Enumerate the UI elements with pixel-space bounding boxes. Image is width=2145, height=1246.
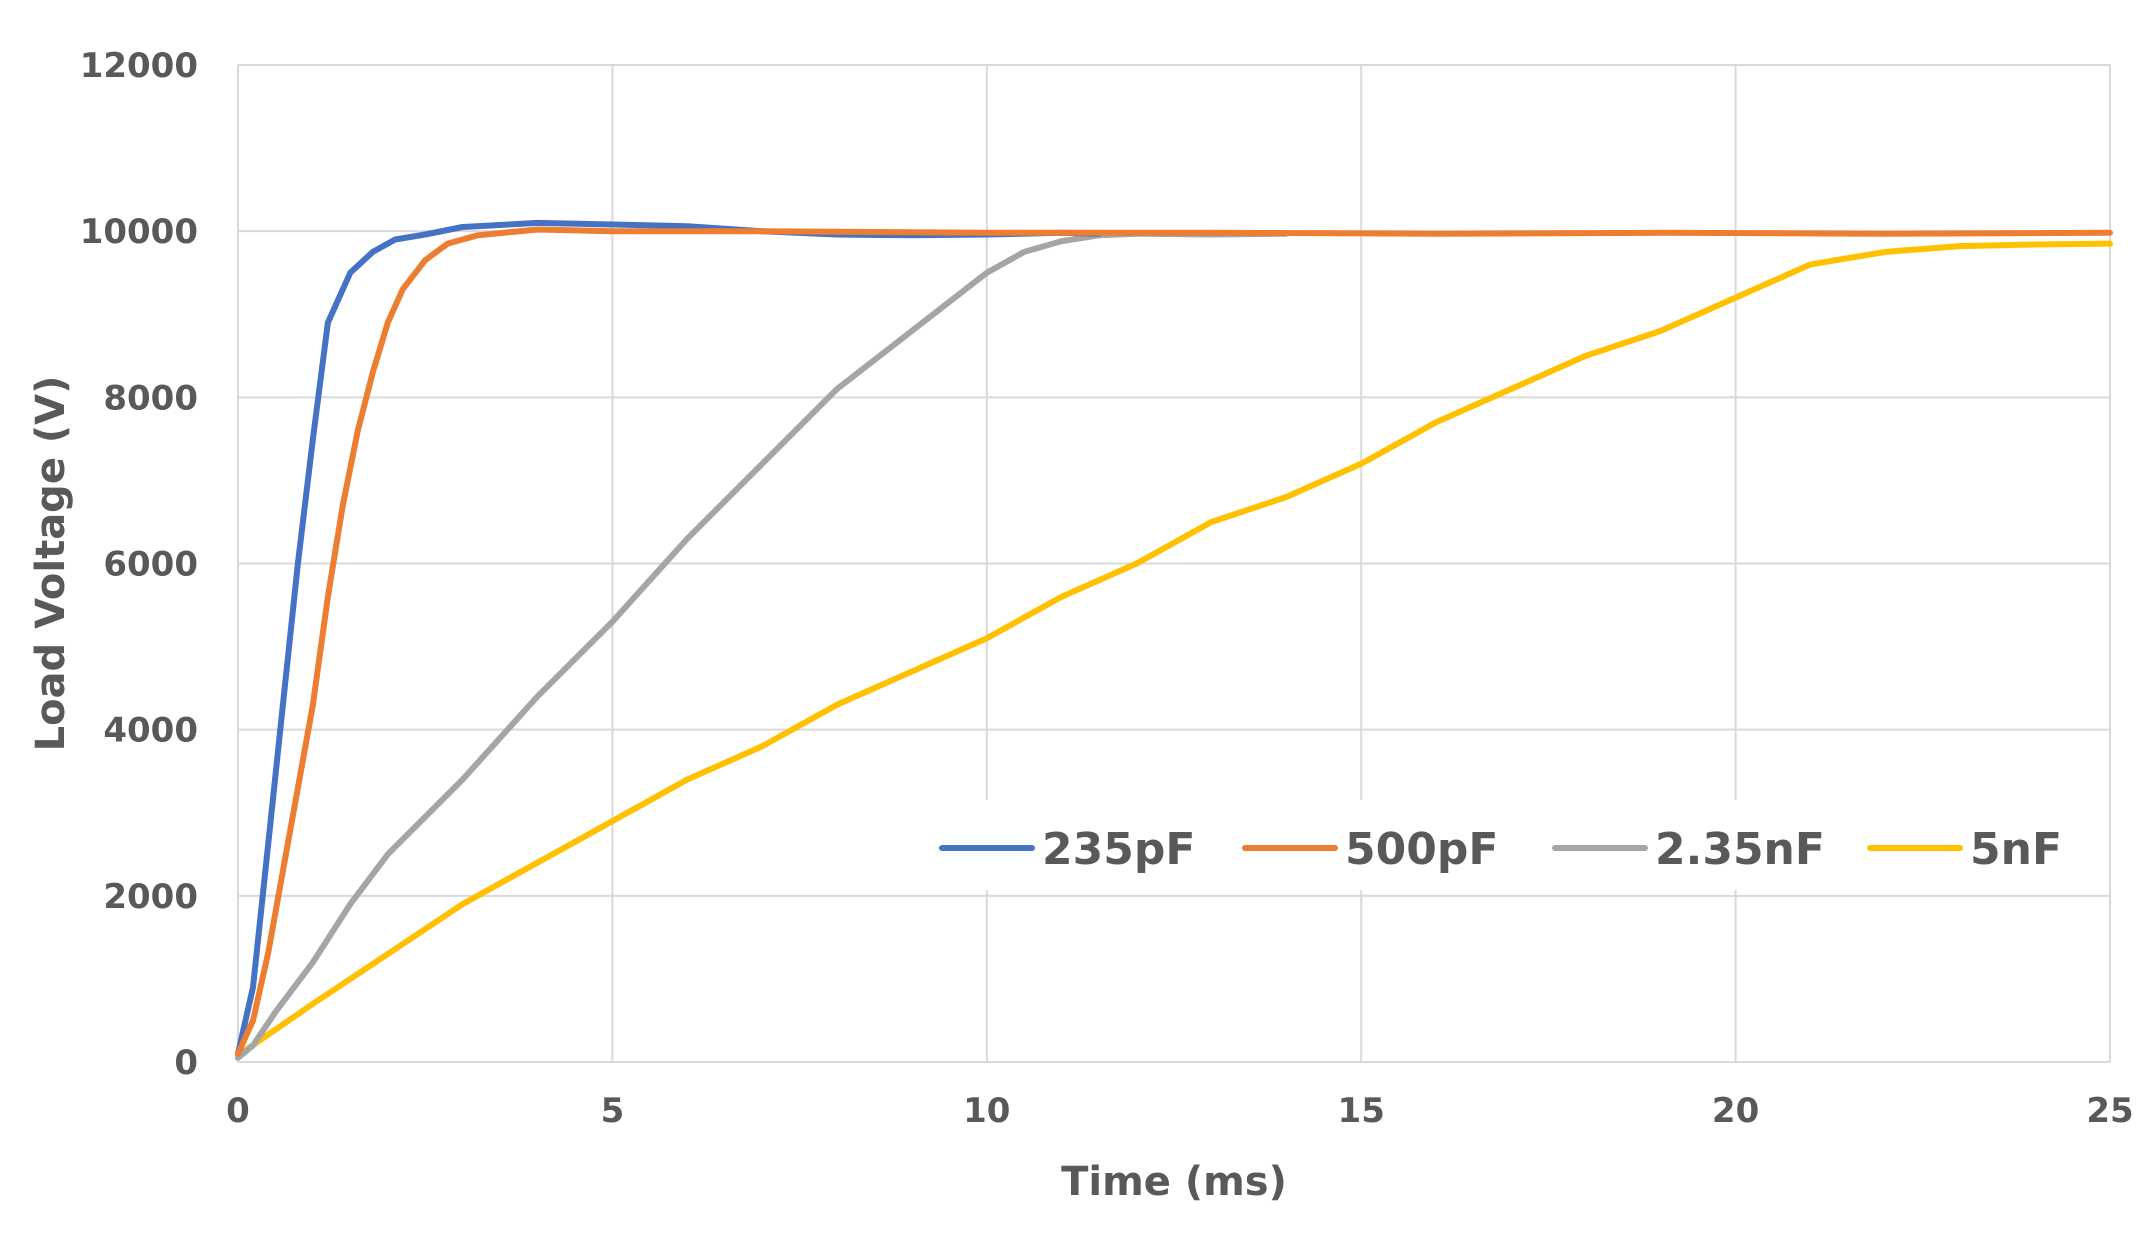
x-axis-title: Time (ms) — [1061, 1159, 1287, 1205]
series-lines — [235, 219, 2113, 1061]
y-tick-label: 0 — [174, 1043, 198, 1083]
series-line-235pF — [235, 219, 1103, 1057]
x-tick-labels: 0 5 10 15 20 25 — [226, 1091, 2134, 1131]
gridlines — [237, 64, 2111, 1063]
x-tick-label: 25 — [2086, 1091, 2133, 1131]
x-tick-label: 0 — [226, 1091, 250, 1131]
series-line-5nF — [235, 240, 2113, 1059]
y-tick-label: 6000 — [103, 545, 198, 585]
y-tick-labels: 0 2000 4000 6000 8000 10000 12000 — [80, 46, 198, 1083]
x-tick-label: 5 — [601, 1091, 625, 1131]
legend-label: 2.35nF — [1655, 824, 1825, 875]
legend: 235pF 500pF 2.35nF 5nF — [930, 800, 2090, 890]
x-tick-label: 15 — [1338, 1091, 1385, 1131]
legend-label: 235pF — [1042, 824, 1195, 875]
series-line-500pF — [235, 226, 2113, 1057]
series-line-2.35nF — [235, 230, 1290, 1061]
y-tick-label: 12000 — [80, 46, 198, 86]
y-tick-label: 10000 — [80, 212, 198, 252]
legend-label: 500pF — [1345, 824, 1498, 875]
y-tick-label: 2000 — [103, 877, 198, 917]
y-tick-label: 4000 — [103, 711, 198, 751]
y-tick-label: 8000 — [103, 378, 198, 418]
y-axis-title: Load Voltage (V) — [28, 376, 74, 752]
x-tick-label: 20 — [1712, 1091, 1759, 1131]
x-tick-label: 10 — [963, 1091, 1010, 1131]
legend-label: 5nF — [1970, 824, 2062, 875]
